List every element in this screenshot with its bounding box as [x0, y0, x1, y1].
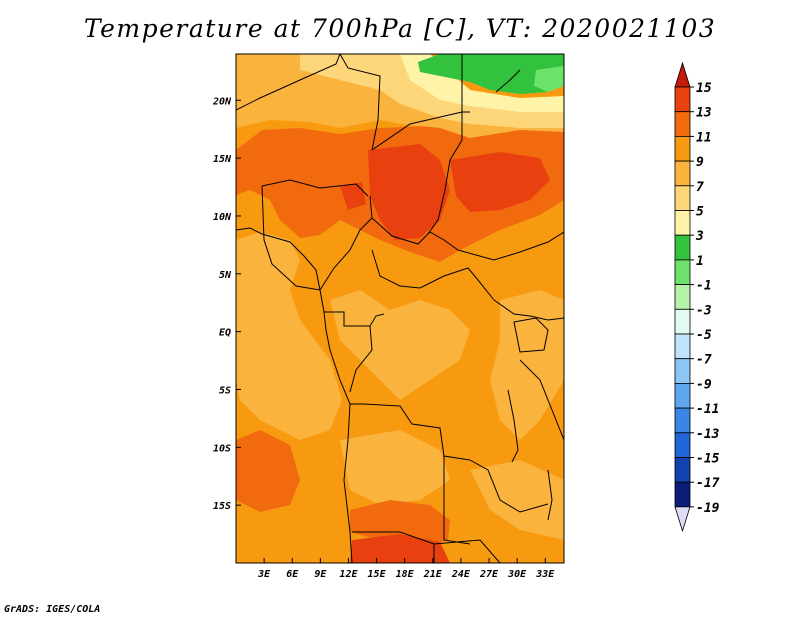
colorbar-label: 11	[696, 130, 712, 145]
colorbar-top-arrow	[674, 61, 691, 88]
colorbar-label: 7	[696, 180, 704, 195]
colorbar-swatch	[674, 160, 691, 187]
lat-tick-label: 10S	[213, 443, 231, 454]
lat-tick-label: 20N	[212, 96, 232, 107]
border-sudan-south	[457, 231, 564, 261]
colorbar-label: 9	[696, 155, 704, 170]
lon-tick-label: 9E	[314, 569, 327, 580]
colorbar-label: -9	[696, 377, 712, 392]
field-hot-spot-niger	[340, 182, 366, 210]
colorbar-label: -3	[696, 303, 712, 318]
colorbar-swatch	[674, 432, 691, 458]
colorbar-label: -19	[696, 501, 720, 516]
colorbar-swatch	[674, 259, 691, 285]
lat-tick-label: 10N	[213, 212, 232, 223]
lon-tick-label: 27E	[479, 569, 499, 580]
lon-tick-label: 15E	[368, 569, 387, 580]
lon-tick-label: 21E	[423, 569, 443, 580]
field-warm-west-mid	[300, 196, 340, 228]
border-lake-malawi	[547, 469, 553, 521]
colorbar-label: 1	[696, 254, 704, 269]
lon-tick-label: 18E	[396, 569, 415, 580]
border-nigeria-cameroon	[261, 185, 373, 291]
colorbar-swatch	[674, 481, 691, 508]
colorbar-label: 13	[696, 106, 712, 121]
country-borders	[236, 54, 564, 563]
border-chad-car	[371, 217, 459, 251]
lat-tick-label: EQ	[219, 328, 231, 339]
border-libya-chad	[371, 111, 463, 151]
colorbar-swatch	[674, 333, 691, 360]
border-nile-red	[495, 69, 521, 93]
lat-tick-label: 5N	[219, 270, 232, 281]
field-mild-west	[236, 232, 342, 440]
lat-tick-label: 15N	[213, 154, 232, 165]
field-cold-patch	[418, 54, 564, 94]
colorbar-label: -5	[696, 328, 712, 343]
latitude-axis: 20N 15N 10N 5N EQ 5S 10S 15S	[212, 96, 241, 512]
border-zambia	[469, 459, 549, 513]
border-cameroon-gabon	[324, 311, 385, 327]
colorbar-swatch	[674, 210, 691, 236]
lon-tick-label: 6E	[286, 569, 299, 580]
field-warm-southwest	[236, 430, 300, 512]
colorbar-label: 3	[695, 229, 704, 244]
border-tanzania	[519, 359, 564, 441]
field-mild-central	[330, 290, 470, 400]
border-lake-tanganyika	[507, 389, 519, 463]
colorbar-label: -15	[696, 452, 720, 467]
border-coast-west	[236, 227, 353, 563]
lon-tick-label: 3E	[257, 569, 271, 580]
colorbar-label: -17	[696, 476, 720, 491]
longitude-axis: 3E 6E 9E 12E 15E 18E 21E 24E 27E 30E 33E	[257, 558, 555, 580]
map-title: Temperature at 700hPa [C], VT: 202002110…	[83, 14, 717, 43]
field-cold-patch-edge	[534, 66, 564, 92]
border-car-south	[371, 249, 495, 301]
lon-tick-label: 30E	[507, 569, 527, 580]
lon-tick-label: 12E	[339, 569, 358, 580]
colorbar-swatch	[674, 457, 691, 483]
grads-credit: GrADS: IGES/COLA	[4, 604, 101, 615]
field-mild-southeast	[470, 460, 564, 540]
border-congo-drc	[349, 325, 373, 393]
colorbar-swatch	[674, 358, 691, 384]
colorbar-label: 5	[696, 205, 704, 220]
colorbar-legend: 15 13 11 9 7 5 3 1 -1 -3 -5 -7 -9 -11 -13 -15 -17 -19	[674, 61, 720, 533]
colorbar-swatch	[674, 382, 691, 409]
lat-tick-label: 15S	[213, 501, 231, 512]
border-namibia	[352, 531, 501, 563]
temperature-field	[236, 54, 564, 563]
colorbar-label: -1	[696, 279, 712, 294]
colorbar-swatch	[674, 111, 691, 137]
colorbar-swatch	[674, 308, 691, 335]
field-mild-south	[340, 430, 450, 505]
map-frame	[235, 53, 565, 564]
border-algeria-libya	[339, 54, 381, 151]
colorbar-label: 15	[696, 81, 712, 96]
border-chad-sudan	[427, 112, 463, 235]
field-hot-core-chad	[368, 144, 450, 240]
colorbar-swatch	[674, 234, 691, 261]
border-mali-niger	[236, 54, 341, 111]
border-niger-nigeria	[261, 179, 369, 197]
colorbar-label: -11	[696, 402, 719, 417]
lon-tick-label: 24E	[451, 569, 471, 580]
border-angola-zambia	[443, 456, 471, 545]
colorbar-label: -7	[696, 353, 712, 368]
colorbar-swatch	[674, 407, 691, 434]
colorbar-swatch	[674, 284, 691, 310]
lon-tick-label: 33E	[535, 569, 555, 580]
field-hot-core-sudan	[450, 152, 550, 212]
border-lake-victoria	[513, 317, 549, 353]
lat-tick-label: 5S	[219, 385, 231, 396]
colorbar-bottom-arrow	[674, 506, 691, 533]
field-warm-south	[350, 500, 450, 548]
border-east-uganda	[493, 299, 564, 321]
colorbar-swatch	[674, 185, 691, 211]
colorbar-label: -13	[696, 427, 720, 442]
colorbar-swatch	[674, 86, 691, 113]
colorbar-swatch	[674, 135, 691, 162]
